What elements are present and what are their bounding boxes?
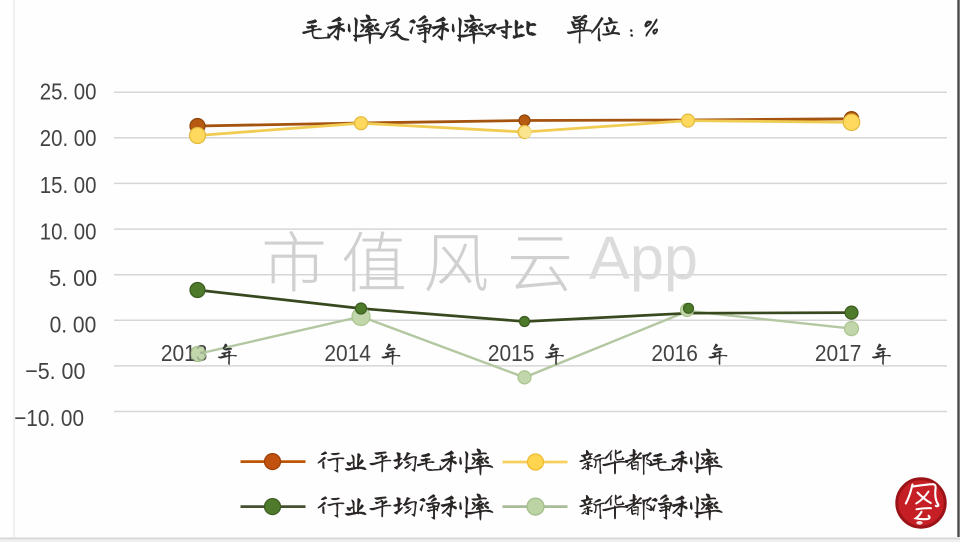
svg-text:2016: 2016 xyxy=(651,340,698,366)
svg-text:20. 00: 20. 00 xyxy=(40,125,97,151)
svg-text:2015: 2015 xyxy=(488,340,535,366)
svg-text:10. 00: 10. 00 xyxy=(40,218,97,244)
svg-text:5. 00: 5. 00 xyxy=(49,265,97,291)
svg-text:App: App xyxy=(589,224,698,292)
svg-text:15. 00: 15. 00 xyxy=(40,172,97,198)
svg-text:−5. 00: −5. 00 xyxy=(25,358,85,384)
svg-text:2017: 2017 xyxy=(815,340,862,366)
svg-text:25. 00: 25. 00 xyxy=(40,79,97,105)
svg-text:0. 00: 0. 00 xyxy=(50,312,97,338)
svg-text:−10. 00: −10. 00 xyxy=(14,405,84,431)
svg-text:2014: 2014 xyxy=(324,340,371,366)
